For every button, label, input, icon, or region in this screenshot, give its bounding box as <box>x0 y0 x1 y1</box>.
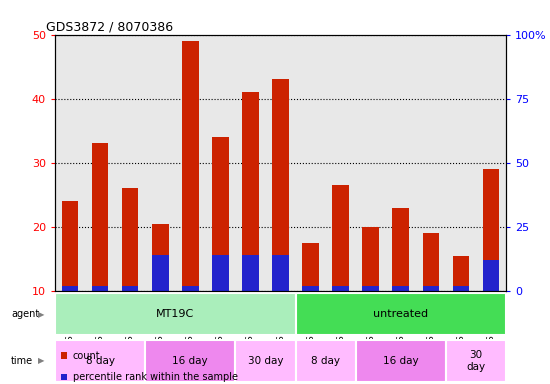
Bar <box>362 227 379 291</box>
Bar <box>356 340 446 382</box>
Bar <box>295 340 356 382</box>
Bar <box>122 286 139 291</box>
Bar <box>145 340 235 382</box>
Bar <box>362 286 379 291</box>
Text: MT19C: MT19C <box>156 309 194 319</box>
Text: percentile rank within the sample: percentile rank within the sample <box>73 372 238 382</box>
Bar <box>212 255 229 291</box>
Bar <box>302 286 319 291</box>
Bar <box>55 340 145 382</box>
Bar <box>182 286 199 291</box>
Bar <box>62 201 78 291</box>
Bar <box>302 243 319 291</box>
Bar <box>393 207 409 291</box>
Bar <box>242 255 258 291</box>
Bar <box>182 41 199 291</box>
Text: count: count <box>73 351 100 361</box>
Text: ▶: ▶ <box>38 310 45 319</box>
Bar <box>332 185 349 291</box>
Bar <box>272 79 289 291</box>
Bar <box>422 286 439 291</box>
Text: agent: agent <box>11 309 39 319</box>
Bar <box>453 256 469 291</box>
Bar <box>62 286 78 291</box>
Bar <box>422 233 439 291</box>
Text: time: time <box>11 356 33 366</box>
Text: ▶: ▶ <box>38 356 45 365</box>
Text: untreated: untreated <box>373 309 428 319</box>
Text: 30
day: 30 day <box>466 350 486 371</box>
Bar <box>483 260 499 291</box>
Text: 8 day: 8 day <box>311 356 340 366</box>
Bar <box>55 293 295 335</box>
Bar <box>92 286 108 291</box>
Bar <box>235 340 295 382</box>
Bar <box>152 223 168 291</box>
Bar <box>152 255 168 291</box>
Text: GDS3872 / 8070386: GDS3872 / 8070386 <box>46 20 173 33</box>
Text: 16 day: 16 day <box>383 356 419 366</box>
Text: 16 day: 16 day <box>173 356 208 366</box>
Bar <box>295 293 506 335</box>
Bar <box>393 286 409 291</box>
Bar <box>122 188 139 291</box>
Bar <box>483 169 499 291</box>
Bar <box>212 137 229 291</box>
Bar <box>446 340 506 382</box>
Bar <box>242 92 258 291</box>
Text: 30 day: 30 day <box>248 356 283 366</box>
Bar <box>453 286 469 291</box>
Bar <box>332 286 349 291</box>
Bar <box>272 255 289 291</box>
Bar <box>92 144 108 291</box>
Text: 8 day: 8 day <box>86 356 114 366</box>
